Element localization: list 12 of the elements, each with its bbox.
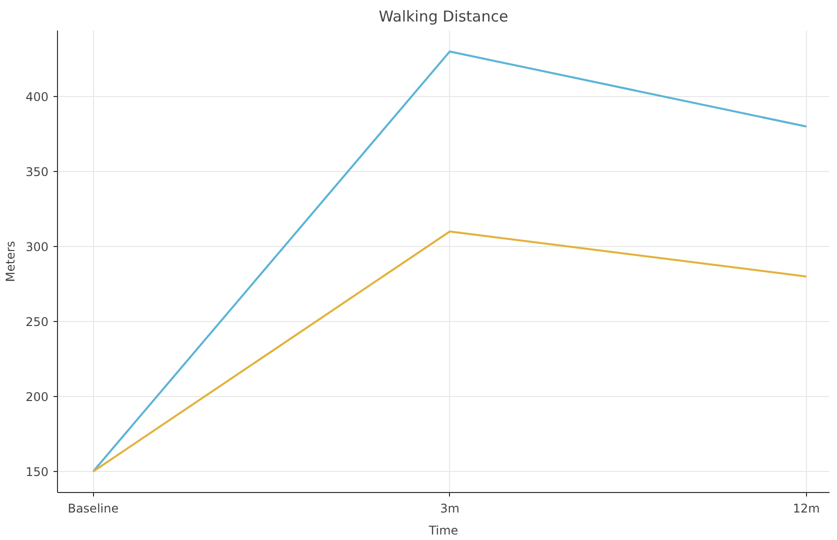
y-tick-label: 350: [26, 165, 48, 179]
y-tick-label: 250: [26, 315, 48, 329]
x-axis-title: Time: [428, 524, 458, 538]
y-tick-label: 150: [26, 465, 48, 479]
y-tick-label: 300: [26, 240, 48, 254]
y-axis-title: Meters: [4, 240, 18, 282]
x-tick-label: Baseline: [68, 502, 119, 516]
y-tick-label: 400: [26, 90, 48, 104]
chart-title: Walking Distance: [378, 8, 508, 26]
x-tick-label: 3m: [440, 502, 460, 516]
y-tick-label: 200: [26, 390, 48, 404]
x-tick-label: 12m: [792, 502, 820, 516]
